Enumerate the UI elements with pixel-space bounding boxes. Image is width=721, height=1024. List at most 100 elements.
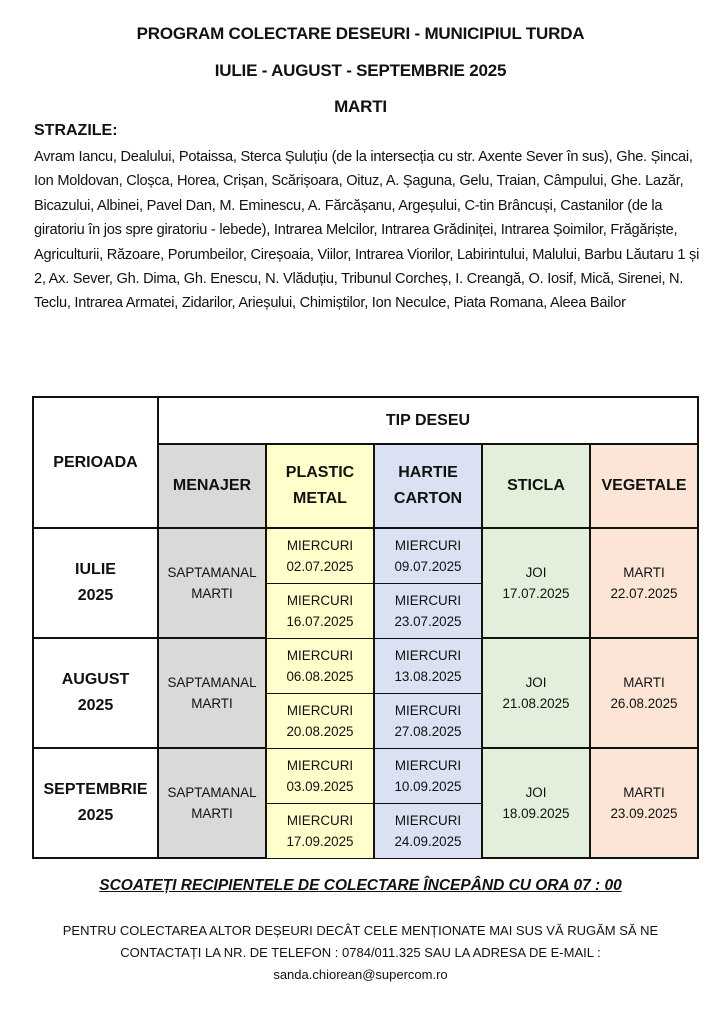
table-row: MIERCURI 20.08.2025 MIERCURI 27.08.2025 [33, 692, 698, 749]
hartie-cell: MIERCURI 13.08.2025 [373, 637, 483, 694]
cell-line: MARTI [623, 785, 665, 800]
cell-line: SAPTAMANAL [167, 675, 257, 690]
table-row: IULIE 2025 SAPTAMANAL MARTI MIERCURI 02.07.20… [32, 527, 699, 639]
cell-line: JOI [525, 565, 547, 580]
cell-line: 2025 [77, 807, 114, 824]
cell-line: 09.07.2025 [394, 558, 462, 574]
cell-line: MIERCURI [394, 812, 462, 828]
cell-line: MARTI [191, 586, 233, 601]
cell-line: 16.07.2025 [286, 613, 354, 629]
cell-line: MIERCURI [286, 647, 354, 663]
cell-line: 22.07.2025 [610, 586, 678, 601]
collection-day: MARTI [334, 97, 387, 116]
sticla-cell: JOI 21.08.2025 [481, 637, 591, 749]
streets-list: Avram Iancu, Dealului, Potaissa, Sterca … [34, 149, 700, 312]
streets-label: STRAZILE: [34, 122, 118, 139]
cell-line: 27.08.2025 [394, 723, 462, 739]
cell-line: MIERCURI [394, 647, 462, 663]
cell-line: 2025 [77, 587, 114, 604]
column-header-hartie: HARTIE CARTON [373, 443, 483, 529]
menajer-cell: SAPTAMANAL MARTI [157, 637, 267, 749]
column-header-vegetale: VEGETALE [589, 443, 699, 529]
column-header-line: VEGETALE [601, 477, 687, 494]
vegetale-cell: MARTI 23.09.2025 [589, 747, 699, 859]
cell-line: SEPTEMBRIE [43, 781, 148, 798]
cell-line: JOI [525, 785, 547, 800]
column-header-menajer: MENAJER [157, 443, 267, 529]
hartie-cell: MIERCURI 27.08.2025 [373, 692, 483, 749]
cell-line: MARTI [191, 806, 233, 821]
cell-line: SAPTAMANAL [167, 785, 257, 800]
table-row: MIERCURI 16.07.2025 MIERCURI 23.07.2025 [33, 582, 698, 639]
cell-line: MARTI [623, 565, 665, 580]
plastic-cell: MIERCURI 17.09.2025 [265, 802, 375, 859]
vegetale-cell: MARTI 22.07.2025 [589, 527, 699, 639]
waste-type-header: TIP DESEU [157, 396, 699, 445]
column-header-line: STICLA [507, 477, 565, 494]
column-header-line: MENAJER [172, 477, 252, 494]
contact-email[interactable]: sanda.chiorean@supercom.ro [273, 967, 448, 982]
table-row: MIERCURI 17.09.2025 MIERCURI 24.09.2025 [33, 802, 698, 859]
column-header-line: HARTIE [398, 464, 458, 481]
cell-line: MIERCURI [394, 757, 462, 773]
cell-line: 02.07.2025 [286, 558, 354, 574]
period-header: PERIOADA [32, 396, 159, 529]
cell-line: MIERCURI [286, 592, 354, 608]
plastic-cell: MIERCURI 16.07.2025 [265, 582, 375, 639]
cell-line: 17.09.2025 [286, 833, 354, 849]
cell-line: MIERCURI [286, 537, 354, 553]
cell-line: AUGUST [61, 671, 130, 688]
column-header-plastic: PLASTIC METAL [265, 443, 375, 529]
plastic-cell: MIERCURI 06.08.2025 [265, 637, 375, 694]
cell-line: 06.08.2025 [286, 668, 354, 684]
cell-line: MARTI [191, 696, 233, 711]
hartie-cell: MIERCURI 10.09.2025 [373, 747, 483, 804]
table-row: SEPTEMBRIE 2025 SAPTAMANAL MARTI MIERCURI 03.… [32, 747, 699, 859]
document-period: IULIE - AUGUST - SEPTEMBRIE 2025 [214, 61, 507, 80]
cell-line: 21.08.2025 [502, 696, 570, 711]
cell-line: 10.09.2025 [394, 778, 462, 794]
cell-line: IULIE [75, 561, 116, 578]
sticla-cell: JOI 17.07.2025 [481, 527, 591, 639]
cell-line: SAPTAMANAL [167, 565, 257, 580]
contact-text: PENTRU COLECTAREA ALTOR DEȘEURI DECÂT CE… [62, 923, 659, 960]
menajer-cell: SAPTAMANAL MARTI [157, 527, 267, 639]
column-header-sticla: STICLA [481, 443, 591, 529]
cell-line: 2025 [77, 697, 114, 714]
hartie-cell: MIERCURI 23.07.2025 [373, 582, 483, 639]
cell-line: 23.09.2025 [610, 806, 678, 821]
vegetale-cell: MARTI 26.08.2025 [589, 637, 699, 749]
hartie-cell: MIERCURI 09.07.2025 [373, 527, 483, 584]
cell-line: MIERCURI [286, 757, 354, 773]
plastic-cell: MIERCURI 02.07.2025 [265, 527, 375, 584]
cell-line: JOI [525, 675, 547, 690]
hartie-cell: MIERCURI 24.09.2025 [373, 802, 483, 859]
column-header-line: METAL [293, 490, 347, 507]
cell-line: MIERCURI [394, 537, 462, 553]
period-cell: AUGUST 2025 [32, 637, 159, 749]
cell-line: 24.09.2025 [394, 833, 462, 849]
cell-line: MARTI [623, 675, 665, 690]
cell-line: 13.08.2025 [394, 668, 462, 684]
period-cell: SEPTEMBRIE 2025 [32, 747, 159, 859]
contact-info: PENTRU COLECTAREA ALTOR DEȘEURI DECÂT CE… [30, 920, 691, 986]
plastic-cell: MIERCURI 03.09.2025 [265, 747, 375, 804]
column-header-line: PLASTIC [285, 464, 355, 481]
schedule-table: PERIOADA TIP DESEU MENAJER PLASTIC METAL HA… [32, 396, 699, 859]
cell-line: MIERCURI [286, 702, 354, 718]
menajer-cell: SAPTAMANAL MARTI [157, 747, 267, 859]
cell-line: 17.07.2025 [502, 586, 570, 601]
cell-line: 18.09.2025 [502, 806, 570, 821]
cell-line: MIERCURI [394, 592, 462, 608]
cell-line: 23.07.2025 [394, 613, 462, 629]
notice-text: SCOATEȚI RECIPIENTELE DE COLECTARE ÎNCEP… [99, 877, 622, 894]
cell-line: MIERCURI [286, 812, 354, 828]
table-row: AUGUST 2025 SAPTAMANAL MARTI MIERCURI 06.08.2… [32, 637, 699, 749]
cell-line: 20.08.2025 [286, 723, 354, 739]
cell-line: 26.08.2025 [610, 696, 678, 711]
cell-line: 03.09.2025 [286, 778, 354, 794]
cell-line: MIERCURI [394, 702, 462, 718]
column-header-line: CARTON [393, 490, 463, 507]
period-cell: IULIE 2025 [32, 527, 159, 639]
sticla-cell: JOI 18.09.2025 [481, 747, 591, 859]
